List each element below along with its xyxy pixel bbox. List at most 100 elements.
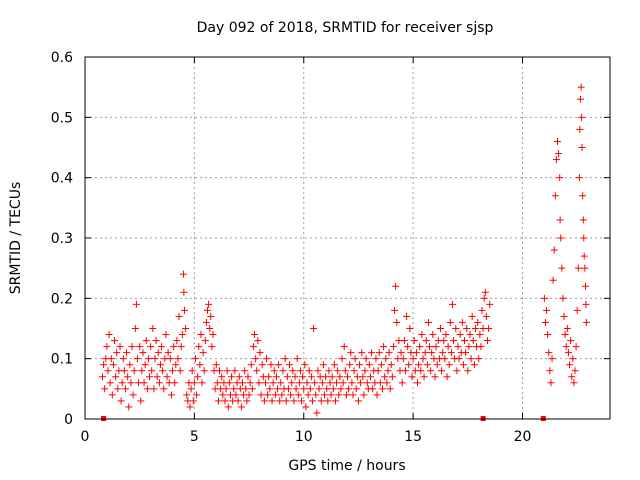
data-point [196,361,204,369]
data-point [205,300,213,308]
data-point [377,361,385,369]
data-point [548,355,556,363]
data-point [106,379,114,387]
data-point [333,379,341,387]
data-point [305,367,313,375]
data-point [365,361,373,369]
data-point [257,391,265,399]
data-point [169,367,176,375]
data-point [212,361,220,369]
data-point [469,337,477,345]
data-point [207,312,215,320]
data-point [272,373,280,381]
data-point [338,355,346,363]
data-point [485,325,493,332]
data-point [582,300,590,308]
data-point [346,361,354,369]
data-point [119,355,127,363]
data-point [334,367,342,375]
data-point [107,355,115,363]
data-point [478,306,486,314]
data-point [581,264,589,272]
data-point [376,379,384,387]
data-point [260,397,268,405]
data-point [156,361,164,369]
data-point [391,306,399,314]
data-point [298,397,306,405]
data-point [580,252,588,260]
data-point [209,331,217,339]
data-point [130,367,138,375]
data-point [104,367,112,375]
data-point [293,355,301,363]
data-point [380,343,388,351]
data-point [312,391,320,399]
data-point [455,355,463,363]
data-point [202,318,210,326]
data-point [467,355,475,363]
data-point [178,331,186,339]
data-point [100,361,108,369]
data-point [385,349,393,357]
data-point [341,367,349,375]
data-point [552,156,560,164]
data-point [152,337,160,345]
data-point [190,379,198,387]
data-point [554,137,561,145]
x-tick-label: 5 [190,429,199,445]
data-points [99,83,590,417]
data-point [159,367,167,375]
data-point [433,361,441,369]
data-point [179,270,187,278]
data-point [296,367,304,375]
data-point [474,318,482,326]
data-point [366,373,374,381]
data-point [194,373,202,381]
data-point [578,113,586,121]
data-point [418,331,426,339]
data-point [550,246,558,254]
data-point [149,325,157,332]
data-point [360,391,368,399]
data-point [427,367,435,375]
data-point [228,373,236,381]
data-point [99,373,106,381]
data-point [575,174,583,182]
data-point [112,373,120,381]
data-point [155,379,163,387]
data-point [452,325,460,332]
data-point [580,234,588,242]
data-point [560,312,568,320]
data-point [335,391,343,399]
data-point [578,144,586,151]
data-point [363,379,371,387]
data-point [574,264,582,272]
data-point [299,373,307,381]
data-point [180,288,188,296]
data-point [432,343,440,351]
data-point [321,391,329,399]
data-point [151,355,159,363]
data-point [247,361,255,369]
data-point [466,331,474,339]
data-point [222,385,230,393]
data-point [428,349,436,357]
data-point [224,403,232,411]
data-point [339,379,347,387]
data-point [486,300,494,308]
data-point [410,337,418,345]
data-point [148,367,156,375]
data-point [404,343,412,351]
data-point [415,361,423,369]
data-point [267,361,275,369]
data-point [392,282,400,290]
x-tick-label: 15 [404,429,422,445]
data-point [362,355,370,363]
data-point [405,361,413,369]
data-point [271,391,279,399]
data-point [570,379,578,387]
data-point [386,385,394,393]
data-point [328,373,336,381]
data-point [309,397,316,405]
data-point [372,355,380,363]
